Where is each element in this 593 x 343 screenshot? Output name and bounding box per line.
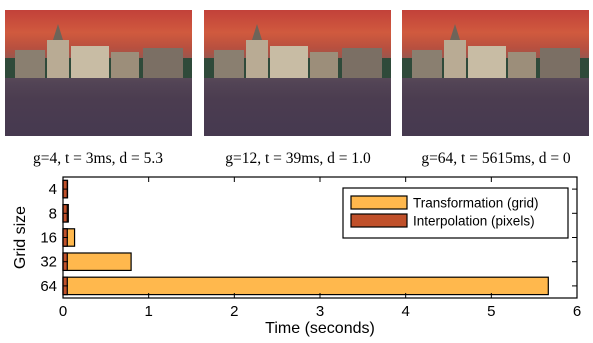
skyline [402,24,589,78]
legend: Transformation (grid) Interpolation (pixe… [342,187,569,239]
timing-bar-chart: 4 8 16 32 640 1 2 3 4 5 6 Time (seconds) Grid size T… [12,176,581,337]
y-tick-label: 32 [40,254,57,271]
y-tick-label: 64 [40,278,57,295]
legend-swatch-1 [350,195,408,210]
city-waterfront-image [204,24,391,136]
panel-caption-1: g=4, t = 3ms, d = 5.3 [33,150,163,167]
water [402,78,589,136]
photo-panel-2 [204,10,391,136]
water [5,78,192,136]
y-tick-label: 8 [49,205,57,222]
legend-label-1: Transformation (grid) [413,196,539,211]
city-waterfront-image [402,24,589,136]
x-tick-label: 2 [230,303,238,320]
x-tick-label: 4 [401,303,409,320]
photo-panel-1 [5,10,192,136]
legend-swatch-2 [350,213,408,228]
x-tick-label: 5 [487,303,495,320]
axis-layer: 4 8 16 32 640 1 2 3 4 5 6 Time (seconds) Grid size [12,176,581,337]
y-tick-label: 16 [40,230,57,247]
skyline [5,24,192,78]
skyline [204,24,391,78]
bar-transformation-64 [62,276,549,296]
photo-panel-3 [402,10,589,136]
x-tick-label: 0 [59,303,67,320]
x-tick-label: 1 [144,303,152,320]
bar-transformation-32 [62,252,132,272]
y-tick-label: 4 [49,181,57,198]
y-axis-title: Grid size [12,206,29,269]
x-tick-label: 3 [316,303,324,320]
water [204,78,391,136]
city-waterfront-image [5,24,192,136]
x-tick-label: 6 [573,303,581,320]
panel-caption-3: g=64, t = 5615ms, d = 0 [421,150,571,167]
x-axis-title: Time (seconds) [265,320,375,337]
legend-label-2: Interpolation (pixels) [413,214,535,229]
panel-caption-2: g=12, t = 39ms, d = 1.0 [225,150,371,167]
